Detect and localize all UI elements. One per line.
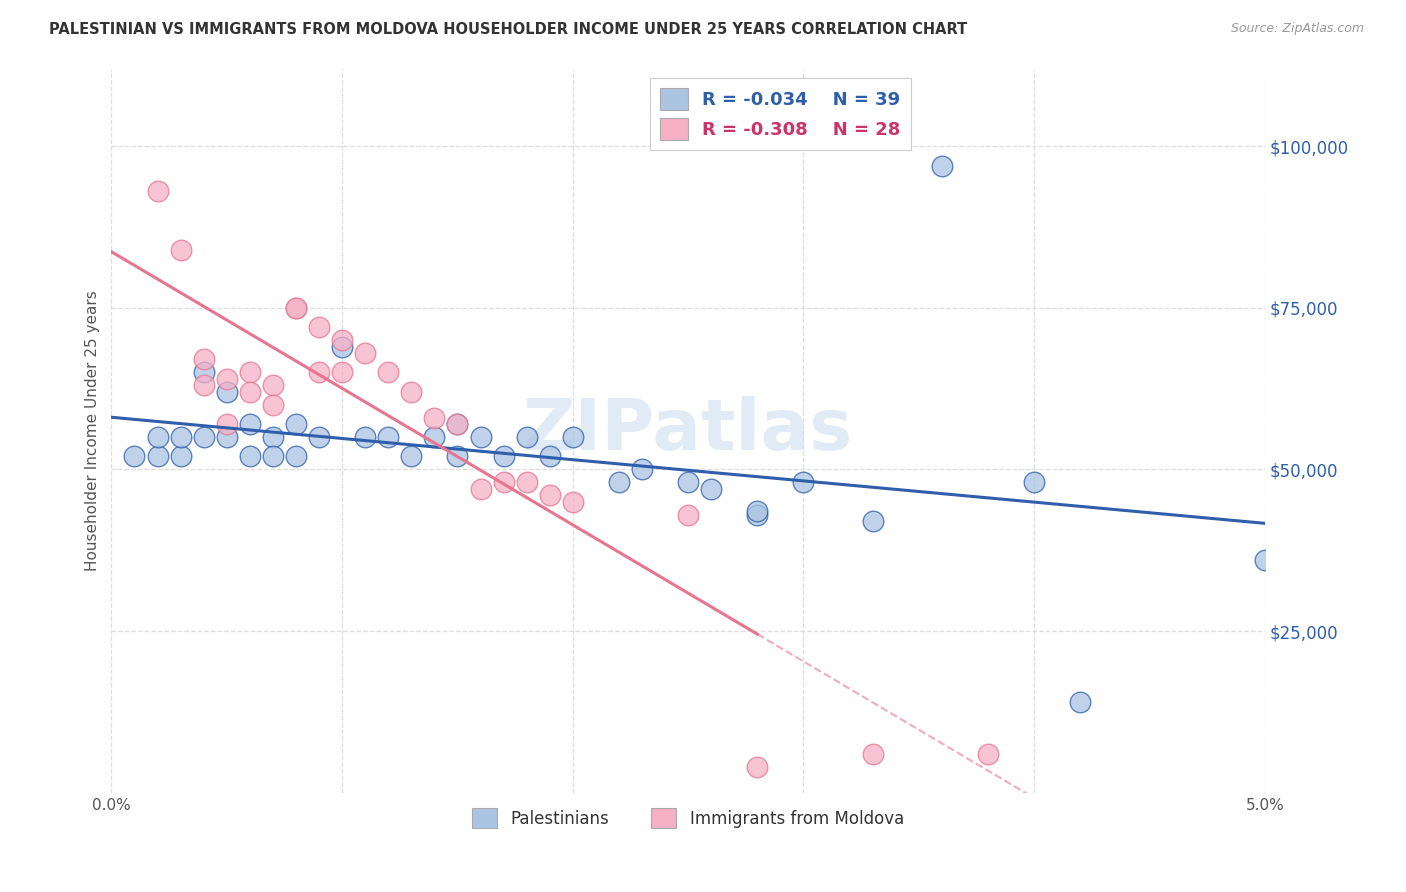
- Point: [401, 384, 423, 399]
- Point: [747, 508, 769, 522]
- Point: [377, 430, 399, 444]
- Point: [423, 430, 446, 444]
- Point: [862, 747, 884, 761]
- Point: [284, 301, 307, 315]
- Point: [308, 320, 330, 334]
- Point: [215, 430, 238, 444]
- Point: [284, 450, 307, 464]
- Point: [792, 475, 814, 490]
- Point: [146, 430, 169, 444]
- Point: [607, 475, 630, 490]
- Point: [215, 417, 238, 431]
- Point: [676, 508, 699, 522]
- Point: [146, 185, 169, 199]
- Point: [1069, 695, 1091, 709]
- Point: [561, 430, 583, 444]
- Point: [284, 417, 307, 431]
- Point: [1254, 553, 1277, 567]
- Point: [747, 760, 769, 774]
- Point: [401, 450, 423, 464]
- Point: [330, 339, 353, 353]
- Point: [516, 475, 538, 490]
- Point: [262, 378, 284, 392]
- Point: [492, 450, 515, 464]
- Point: [193, 378, 215, 392]
- Point: [1024, 475, 1046, 490]
- Point: [377, 365, 399, 379]
- Point: [492, 475, 515, 490]
- Point: [308, 365, 330, 379]
- Point: [446, 450, 468, 464]
- Point: [862, 514, 884, 528]
- Point: [239, 450, 262, 464]
- Point: [354, 346, 377, 360]
- Point: [446, 417, 468, 431]
- Point: [193, 430, 215, 444]
- Point: [262, 398, 284, 412]
- Point: [538, 450, 561, 464]
- Point: [193, 365, 215, 379]
- Point: [330, 333, 353, 347]
- Point: [193, 352, 215, 367]
- Point: [262, 430, 284, 444]
- Point: [446, 417, 468, 431]
- Point: [146, 450, 169, 464]
- Point: [931, 159, 953, 173]
- Text: Source: ZipAtlas.com: Source: ZipAtlas.com: [1230, 22, 1364, 36]
- Point: [239, 417, 262, 431]
- Y-axis label: Householder Income Under 25 years: Householder Income Under 25 years: [86, 290, 100, 571]
- Point: [747, 504, 769, 518]
- Point: [169, 450, 191, 464]
- Point: [423, 410, 446, 425]
- Point: [977, 747, 1000, 761]
- Point: [561, 494, 583, 508]
- Text: PALESTINIAN VS IMMIGRANTS FROM MOLDOVA HOUSEHOLDER INCOME UNDER 25 YEARS CORRELA: PALESTINIAN VS IMMIGRANTS FROM MOLDOVA H…: [49, 22, 967, 37]
- Point: [516, 430, 538, 444]
- Point: [631, 462, 654, 476]
- Point: [330, 365, 353, 379]
- Point: [284, 301, 307, 315]
- Point: [354, 430, 377, 444]
- Point: [470, 430, 492, 444]
- Point: [676, 475, 699, 490]
- Point: [169, 243, 191, 257]
- Legend: Palestinians, Immigrants from Moldova: Palestinians, Immigrants from Moldova: [465, 801, 911, 835]
- Point: [308, 430, 330, 444]
- Text: ZIPatlas: ZIPatlas: [523, 396, 853, 465]
- Point: [239, 384, 262, 399]
- Point: [215, 384, 238, 399]
- Point: [470, 482, 492, 496]
- Point: [538, 488, 561, 502]
- Point: [215, 372, 238, 386]
- Point: [262, 450, 284, 464]
- Point: [169, 430, 191, 444]
- Point: [239, 365, 262, 379]
- Point: [700, 482, 723, 496]
- Point: [124, 450, 146, 464]
